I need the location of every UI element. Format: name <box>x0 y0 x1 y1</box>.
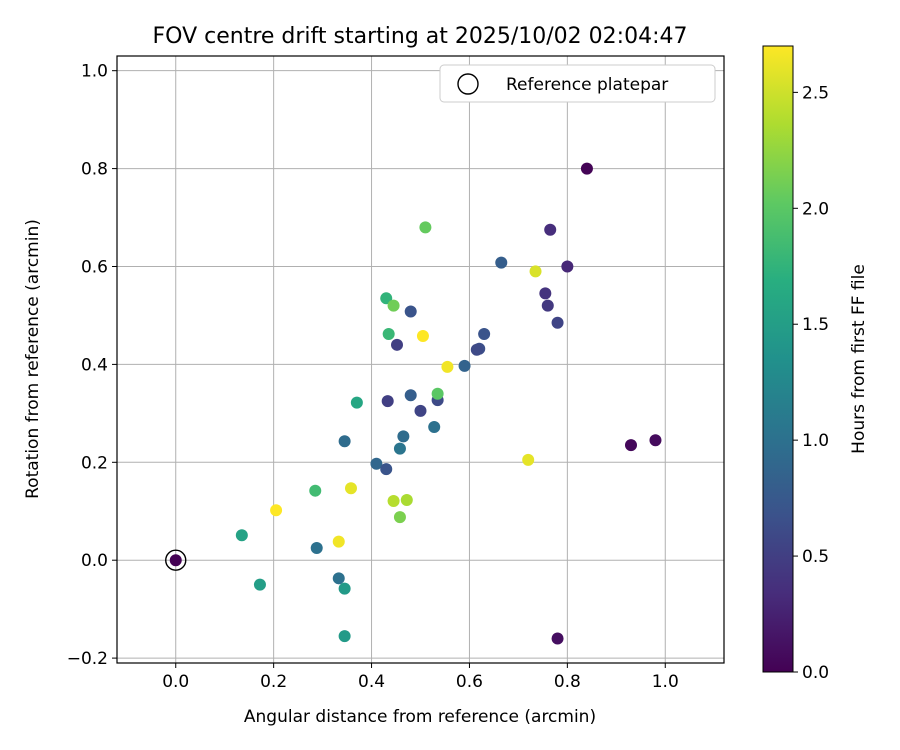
data-point <box>478 328 491 341</box>
data-point <box>380 292 393 305</box>
y-tick-label: 1.0 <box>81 62 108 82</box>
data-point <box>332 572 345 585</box>
data-point <box>551 632 564 645</box>
data-point <box>370 457 383 470</box>
data-point <box>397 430 410 443</box>
data-point <box>404 305 417 318</box>
x-axis-label: Angular distance from reference (arcmin) <box>244 707 596 727</box>
legend-label: Reference platepar <box>506 75 668 95</box>
data-point <box>380 463 393 476</box>
data-point <box>541 299 554 312</box>
data-point <box>580 162 593 175</box>
data-point <box>393 442 406 455</box>
legend: Reference platepar <box>439 64 716 103</box>
data-point <box>270 504 283 517</box>
x-tick-label: 0.0 <box>162 672 189 692</box>
y-tick-label: 0.2 <box>81 453 108 473</box>
data-point <box>393 511 406 524</box>
data-point <box>428 421 441 434</box>
data-point <box>539 287 552 300</box>
data-point <box>310 541 323 554</box>
legend-marker-icon <box>457 73 479 95</box>
data-point <box>522 453 535 466</box>
y-axis-label: Rotation from reference (arcmin) <box>23 219 43 499</box>
data-point <box>416 330 429 343</box>
data-point <box>624 439 637 452</box>
reference-marker <box>165 549 187 571</box>
x-tick-label: 1.0 <box>652 672 679 692</box>
data-point <box>529 265 542 278</box>
y-tick-label: 0.0 <box>81 551 108 571</box>
data-point <box>387 494 400 507</box>
colorbar-tick-label: 0.0 <box>802 663 829 683</box>
chart-title: FOV centre drift starting at 2025/10/02 … <box>153 24 688 49</box>
data-point <box>458 359 471 372</box>
data-point <box>309 484 322 497</box>
data-point <box>431 387 444 400</box>
data-point <box>414 404 427 417</box>
x-tick-label: 0.2 <box>260 672 287 692</box>
data-point <box>419 221 432 234</box>
colorbar-label: Hours from first FF file <box>849 264 869 454</box>
data-point <box>387 299 400 312</box>
colorbar-tick-label: 1.0 <box>802 431 829 451</box>
x-axis-ticks: 0.0 0.2 0.4 0.6 0.8 1.0 <box>162 663 679 692</box>
colorbar-tick-label: 2.5 <box>802 83 829 103</box>
data-point <box>404 389 417 402</box>
colorbar-tick-label: 1.5 <box>802 315 829 335</box>
data-point <box>400 493 413 506</box>
data-point <box>551 316 564 329</box>
data-point <box>649 434 662 447</box>
colorbar-tick-label: 2.0 <box>802 199 829 219</box>
colorbar-tick-label: 0.5 <box>802 547 829 567</box>
y-tick-label: −0.2 <box>67 649 108 669</box>
data-point <box>338 435 351 448</box>
data-point <box>441 360 454 373</box>
reference-platepar-marker <box>165 549 187 571</box>
data-point <box>338 582 351 595</box>
colorbar-gradient <box>762 45 794 673</box>
data-point <box>544 223 557 236</box>
data-point <box>235 529 248 542</box>
data-points <box>169 162 662 645</box>
y-tick-label: 0.6 <box>81 257 108 277</box>
data-point <box>344 482 357 495</box>
data-point <box>470 343 483 356</box>
x-tick-label: 0.6 <box>456 672 483 692</box>
colorbar-ticks: 0.0 0.5 1.0 1.5 2.0 2.5 <box>793 83 829 683</box>
data-point <box>169 554 182 567</box>
colorbar: 0.0 0.5 1.0 1.5 2.0 2.5 Hours from first FF f… <box>762 45 869 683</box>
data-point <box>495 256 508 269</box>
data-point <box>561 260 574 273</box>
data-point <box>332 535 345 548</box>
data-point <box>381 395 394 408</box>
y-tick-label: 0.4 <box>81 355 108 375</box>
legend-box <box>439 64 716 103</box>
data-point <box>391 338 404 351</box>
plot-frame <box>116 55 725 664</box>
data-point <box>338 630 351 643</box>
y-axis-ticks: −0.2 0.0 0.2 0.4 0.6 0.8 1.0 <box>67 62 117 669</box>
y-tick-label: 0.8 <box>81 160 108 180</box>
x-tick-label: 0.4 <box>358 672 385 692</box>
data-point <box>253 578 266 591</box>
data-point <box>382 328 395 341</box>
x-tick-label: 0.8 <box>554 672 581 692</box>
data-point <box>350 396 363 409</box>
grid-lines <box>117 56 724 663</box>
